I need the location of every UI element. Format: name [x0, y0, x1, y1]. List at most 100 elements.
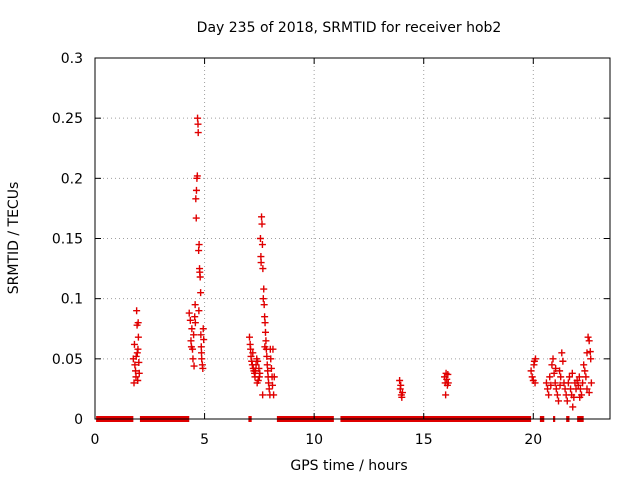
data-point	[542, 379, 550, 387]
data-point	[563, 397, 571, 405]
data-point	[444, 379, 452, 387]
data-point	[197, 289, 205, 297]
data-point	[551, 379, 559, 387]
data-point	[199, 364, 207, 372]
data-point	[133, 307, 141, 315]
data-point	[258, 241, 266, 249]
data-point	[443, 375, 451, 383]
data-point	[583, 349, 591, 357]
data-point	[132, 373, 140, 381]
data-point	[190, 362, 198, 370]
data-point	[190, 331, 198, 339]
data-point	[261, 343, 269, 351]
data-point	[256, 235, 264, 242]
y-tick-label: 0.15	[52, 232, 83, 248]
data-point	[186, 316, 194, 324]
data-point	[557, 373, 565, 381]
data-point	[397, 381, 405, 389]
data-point	[134, 376, 142, 384]
data-point	[579, 379, 587, 387]
data-point	[134, 319, 142, 327]
x-axis-title: GPS time / hours	[290, 458, 407, 474]
data-point	[527, 367, 535, 375]
data-point	[193, 172, 201, 180]
data-point	[545, 391, 553, 399]
x-tick-label: 15	[415, 432, 433, 448]
data-point	[584, 333, 592, 341]
data-point	[575, 373, 583, 381]
data-point	[134, 345, 142, 353]
data-point	[192, 214, 200, 222]
y-tick-label: 0.2	[61, 171, 83, 187]
data-point	[259, 295, 267, 303]
x-tick-label: 0	[91, 432, 100, 448]
data-point	[548, 361, 556, 369]
data-point	[555, 397, 562, 405]
data-point	[188, 325, 196, 333]
data-point	[198, 355, 206, 363]
data-point	[544, 385, 552, 393]
data-point	[398, 389, 406, 397]
data-point	[559, 357, 567, 365]
data-point	[531, 379, 539, 387]
data-point	[574, 381, 582, 389]
data-point	[568, 369, 576, 377]
data-point	[264, 367, 272, 375]
data-point	[581, 367, 589, 375]
data-point	[573, 376, 581, 384]
data-point	[197, 331, 205, 339]
y-tick-label: 0	[74, 412, 83, 428]
data-point	[269, 381, 277, 389]
data-point	[134, 333, 142, 341]
data-point	[552, 364, 560, 372]
data-point	[267, 355, 275, 363]
data-point	[249, 349, 257, 357]
data-point	[135, 358, 143, 366]
data-point	[586, 348, 594, 356]
x-tick-label: 10	[305, 432, 323, 448]
data-point	[528, 373, 536, 381]
data-point	[263, 361, 271, 369]
data-point	[135, 369, 143, 377]
data-point	[444, 370, 452, 378]
data-point	[556, 381, 564, 389]
data-point	[254, 357, 262, 365]
data-point	[259, 391, 267, 399]
data-point	[198, 349, 206, 357]
data-point	[246, 333, 253, 341]
data-point	[195, 247, 203, 255]
data-point	[262, 337, 270, 345]
data-point	[260, 301, 268, 309]
data-point	[263, 352, 271, 360]
data-point	[185, 309, 193, 317]
data-point	[255, 364, 263, 372]
data-point	[196, 273, 204, 281]
data-point	[531, 355, 539, 363]
data-point	[191, 313, 199, 321]
data-point	[131, 361, 139, 369]
data-point	[252, 361, 260, 369]
data-point	[251, 367, 259, 375]
data-point	[570, 393, 578, 401]
data-point	[194, 129, 202, 137]
data-point	[396, 376, 404, 384]
data-point	[130, 379, 138, 387]
data-point	[254, 376, 262, 384]
data-point	[200, 336, 208, 344]
data-point	[130, 340, 138, 348]
data-point	[587, 355, 595, 363]
data-point	[187, 337, 195, 345]
data-point	[576, 393, 584, 401]
data-point	[550, 369, 558, 377]
x-tick-label: 5	[200, 432, 209, 448]
data-point	[576, 385, 584, 393]
data-point	[585, 389, 593, 397]
data-point	[260, 285, 268, 293]
data-point	[553, 391, 561, 399]
data-point	[565, 373, 573, 381]
data-point	[556, 367, 564, 375]
data-point	[549, 355, 557, 363]
y-tick-label: 0.05	[52, 352, 83, 368]
data-point	[259, 265, 267, 273]
